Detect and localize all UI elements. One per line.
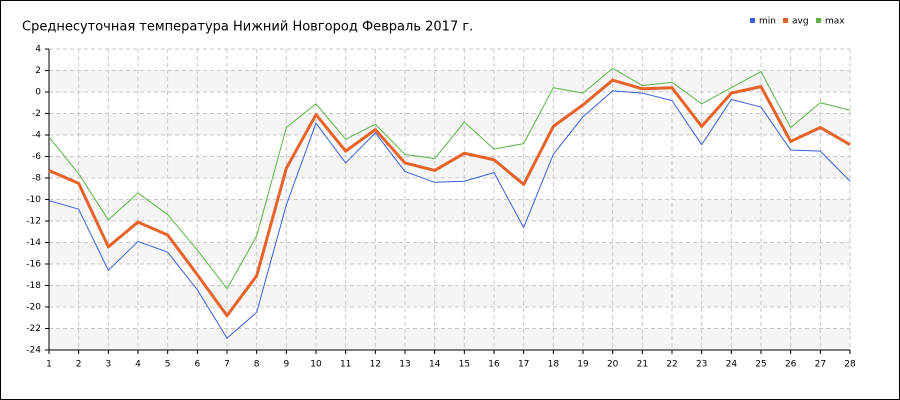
y-tick-label: -12 xyxy=(26,217,41,227)
x-tick-label: 1 xyxy=(46,360,52,370)
y-tick-label: -20 xyxy=(26,303,41,313)
x-tick-label: 21 xyxy=(637,360,648,370)
x-tick-label: 4 xyxy=(135,360,141,370)
series-line xyxy=(48,67,851,290)
x-tick-label: 24 xyxy=(726,360,738,370)
series-line xyxy=(48,90,851,339)
legend-label: max xyxy=(825,17,845,27)
y-tick-label: 2 xyxy=(35,66,41,76)
x-tick-label: 22 xyxy=(666,360,677,370)
x-tick-label: 13 xyxy=(399,360,410,370)
x-tick-label: 3 xyxy=(105,360,111,370)
x-tick-label: 9 xyxy=(283,360,289,370)
y-tick-label: -2 xyxy=(32,109,41,119)
x-tick-label: 17 xyxy=(518,360,529,370)
y-tick-label: -4 xyxy=(32,131,41,141)
y-tick-label: -10 xyxy=(26,195,41,205)
x-tick-label: 7 xyxy=(224,360,230,370)
band xyxy=(49,242,850,264)
y-tick-label: -8 xyxy=(32,174,41,184)
y-tick-label: -24 xyxy=(26,346,41,356)
legend-label: avg xyxy=(792,17,809,27)
x-tick-label: 16 xyxy=(488,360,500,370)
x-tick-label: 11 xyxy=(340,360,351,370)
x-tick-label: 15 xyxy=(459,360,470,370)
x-tick-label: 26 xyxy=(785,360,797,370)
legend-swatch xyxy=(816,18,821,23)
series-line xyxy=(48,78,851,318)
band xyxy=(49,199,850,221)
x-tick-label: 5 xyxy=(165,360,171,370)
x-tick-label: 10 xyxy=(310,360,322,370)
y-tick-label: -16 xyxy=(26,260,41,270)
x-tick-label: 6 xyxy=(194,360,200,370)
band xyxy=(49,285,850,307)
band xyxy=(49,113,850,135)
band xyxy=(49,328,850,350)
y-tick-label: 0 xyxy=(35,88,41,98)
x-tick-label: 19 xyxy=(577,360,589,370)
legend-swatch xyxy=(783,18,788,23)
y-tick-label: -18 xyxy=(26,281,41,291)
x-tick-label: 2 xyxy=(76,360,82,370)
band xyxy=(49,156,850,178)
x-tick-label: 23 xyxy=(696,360,707,370)
x-tick-label: 12 xyxy=(370,360,381,370)
x-tick-label: 8 xyxy=(254,360,260,370)
y-tick-label: -22 xyxy=(26,324,41,334)
x-tick-label: 28 xyxy=(844,360,856,370)
legend-swatch xyxy=(750,18,755,23)
x-tick-label: 27 xyxy=(815,360,826,370)
y-tick-label: -6 xyxy=(32,152,41,162)
chart-title: Среднесуточная температура Нижний Новгор… xyxy=(22,20,473,35)
y-tick-label: -14 xyxy=(26,238,41,248)
x-tick-label: 20 xyxy=(607,360,619,370)
y-tick-label: 4 xyxy=(35,45,41,55)
band xyxy=(49,70,850,92)
x-tick-label: 18 xyxy=(548,360,560,370)
x-tick-label: 25 xyxy=(755,360,766,370)
legend-label: min xyxy=(759,17,776,27)
x-tick-label: 14 xyxy=(429,360,441,370)
